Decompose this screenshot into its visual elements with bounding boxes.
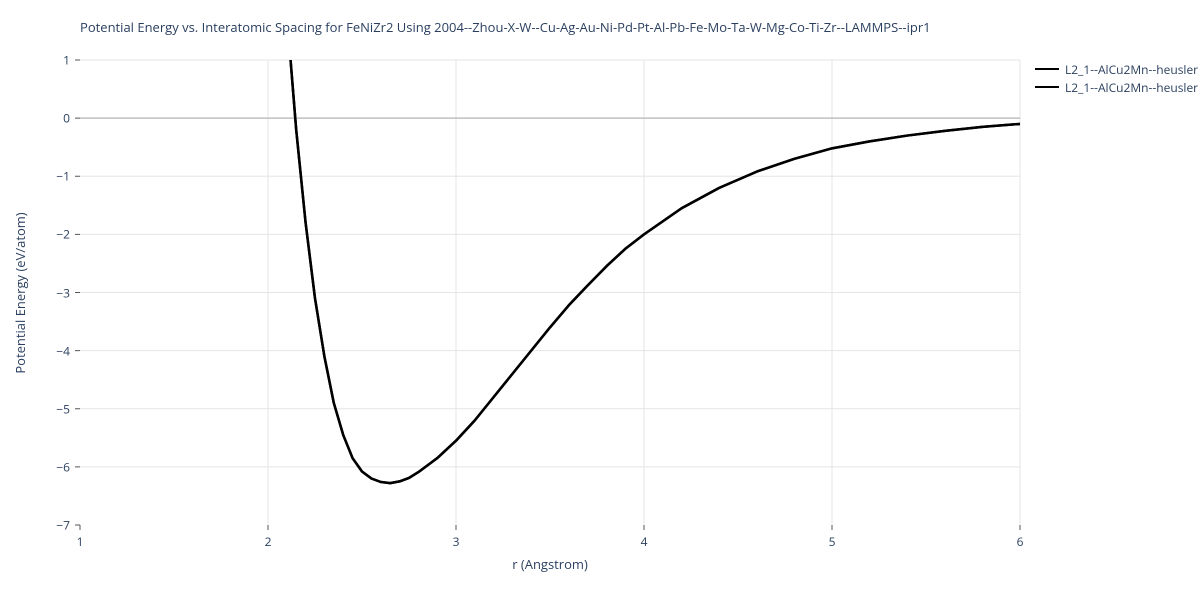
y-tick-label: 0 [63, 110, 70, 127]
legend[interactable]: L2_1--AlCu2Mn--heusler L2_1--AlCu2Mn--he… [1035, 60, 1198, 96]
legend-label: L2_1--AlCu2Mn--heusler [1065, 79, 1198, 96]
series-line[interactable] [291, 60, 1020, 483]
legend-item[interactable]: L2_1--AlCu2Mn--heusler [1035, 78, 1198, 96]
y-tick-label: −6 [56, 458, 70, 475]
y-axis-label: Potential Energy (eV/atom) [11, 212, 29, 373]
x-tick-label: 4 [641, 533, 648, 550]
y-tick-label: −4 [56, 342, 70, 359]
y-tick-label: −3 [56, 284, 70, 301]
y-tick-label: −5 [56, 400, 70, 417]
x-tick-label: 2 [265, 533, 272, 550]
x-tick-label: 3 [453, 533, 460, 550]
legend-item[interactable]: L2_1--AlCu2Mn--heusler [1035, 60, 1198, 78]
legend-label: L2_1--AlCu2Mn--heusler [1065, 61, 1198, 78]
y-tick-label: −2 [56, 226, 70, 243]
legend-swatch-icon [1035, 86, 1059, 88]
y-tick-label: 1 [63, 52, 70, 69]
x-tick-label: 1 [77, 533, 84, 550]
plot-area[interactable] [80, 60, 1020, 525]
chart-title: Potential Energy vs. Interatomic Spacing… [80, 18, 931, 36]
chart-container: Potential Energy vs. Interatomic Spacing… [0, 0, 1200, 600]
x-tick-label: 6 [1017, 533, 1024, 550]
y-tick-label: −7 [56, 517, 70, 534]
x-tick-label: 5 [829, 533, 836, 550]
series-line[interactable] [291, 60, 1020, 483]
x-axis-label: r (Angstrom) [512, 555, 588, 573]
legend-swatch-icon [1035, 68, 1059, 70]
y-tick-label: −1 [56, 168, 70, 185]
